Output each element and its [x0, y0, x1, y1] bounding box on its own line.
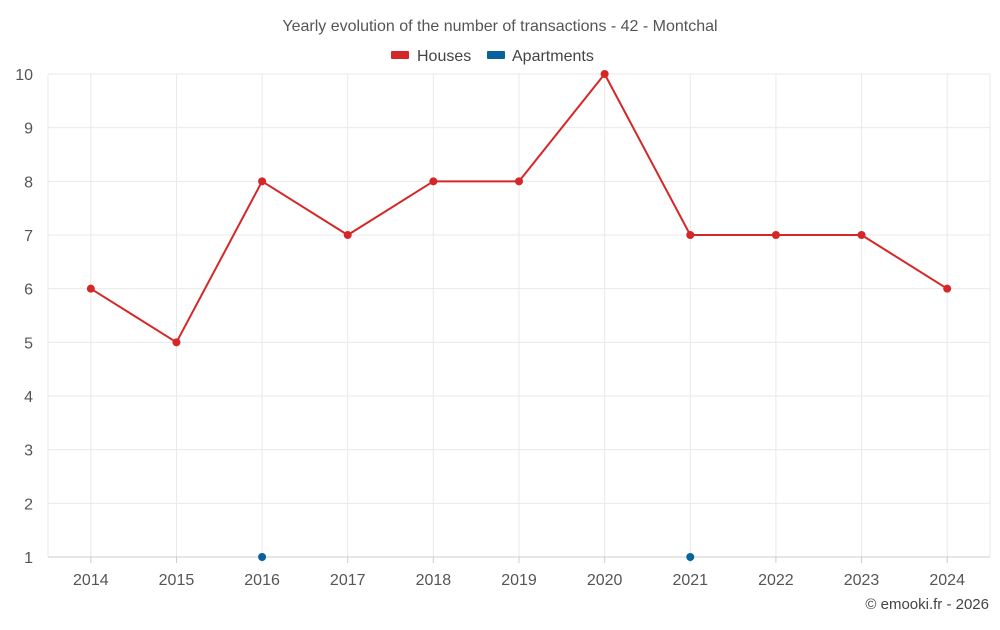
x-tick-label: 2022 — [758, 572, 794, 589]
data-point-houses-2015[interactable] — [172, 338, 181, 347]
x-tick-label: 2019 — [501, 572, 537, 589]
y-tick-label: 4 — [24, 389, 33, 406]
y-tick-label: 8 — [24, 174, 33, 191]
y-tick-label: 10 — [15, 67, 33, 84]
x-tick-label: 2015 — [159, 572, 195, 589]
chart-title: Yearly evolution of the number of transa… — [282, 18, 717, 35]
x-tick-label: 2017 — [330, 572, 366, 589]
x-tick-label: 2023 — [844, 572, 880, 589]
y-tick-label: 9 — [24, 121, 33, 138]
data-point-houses-2014[interactable] — [86, 284, 95, 293]
legend-label-houses[interactable]: Houses — [417, 48, 471, 65]
y-tick-label: 7 — [24, 228, 33, 245]
x-tick-label: 2014 — [73, 572, 109, 589]
x-tick-label: 2021 — [672, 572, 708, 589]
data-point-houses-2022[interactable] — [771, 231, 780, 239]
data-point-houses-2018[interactable] — [429, 177, 438, 186]
series-apartments — [258, 553, 695, 561]
axes: 1 2 3 4 5 6 7 8 9 10 2014 2015 2016 2017 2018 2019 2020 2… — [15, 67, 990, 589]
credit-text: © emooki.fr - 2026 — [865, 596, 989, 613]
data-point-houses-2016[interactable] — [258, 177, 267, 186]
data-point-houses-2021[interactable] — [686, 231, 695, 239]
x-tick-label: 2020 — [587, 572, 623, 589]
data-point-houses-2020[interactable] — [600, 70, 609, 78]
data-point-houses-2024[interactable] — [943, 284, 952, 293]
y-tick-label: 1 — [24, 550, 33, 567]
legend-label-apartments[interactable]: Apartments — [512, 48, 594, 65]
legend-swatch-apartments — [487, 51, 505, 59]
legend-swatch-houses — [391, 51, 409, 59]
data-point-apartments-2016[interactable] — [258, 553, 267, 561]
x-tick-label: 2024 — [929, 572, 965, 589]
legend: Houses Apartments — [391, 48, 594, 65]
data-point-houses-2019[interactable] — [515, 177, 523, 186]
series-houses — [86, 70, 952, 347]
grid — [47, 73, 991, 558]
data-point-apartments-2021[interactable] — [686, 553, 695, 561]
data-point-houses-2017[interactable] — [343, 231, 352, 239]
y-tick-label: 3 — [24, 443, 33, 460]
series — [86, 70, 952, 561]
data-point-houses-2023[interactable] — [857, 231, 866, 239]
y-tick-label: 6 — [24, 282, 33, 299]
y-tick-label: 5 — [24, 335, 33, 352]
x-tick-label: 2018 — [416, 572, 452, 589]
y-tick-label: 2 — [24, 496, 33, 513]
x-tick-label: 2016 — [244, 572, 280, 589]
